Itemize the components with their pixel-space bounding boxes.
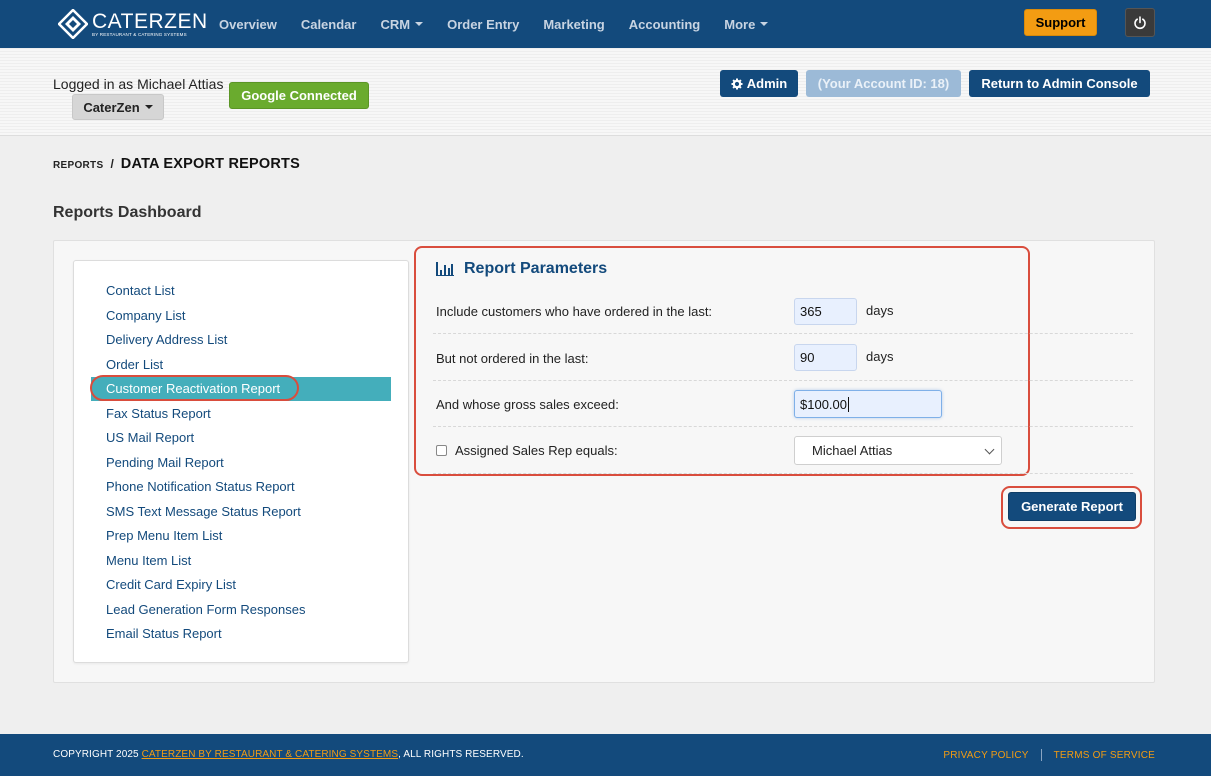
breadcrumb: REPORTS / DATA EXPORT REPORTS	[53, 156, 300, 172]
footer: COPYRIGHT 2025 CATERZEN BY RESTAURANT & …	[0, 734, 1211, 776]
sales-rep-value: Michael Attias	[812, 443, 893, 458]
terms-of-service-link[interactable]: TERMS OF SERVICE	[1053, 749, 1155, 761]
logo-name: CATERZEN	[92, 9, 208, 33]
nav-item-label: Order Entry	[447, 16, 520, 32]
ordered-in-last-unit: days	[866, 303, 894, 318]
caret-down-icon	[760, 22, 769, 26]
nav-item-order-entry[interactable]: Order Entry	[447, 17, 519, 32]
row-divider	[433, 473, 1133, 474]
caterzen-logo[interactable]: CATERZEN BY RESTAURANT & CATERING SYSTEM…	[57, 8, 208, 40]
footer-divider	[1040, 749, 1042, 761]
nav-item-crm[interactable]: CRM	[380, 16, 424, 32]
ordered-in-last-label: Include customers who have ordered in th…	[436, 304, 713, 319]
report-link-order-list[interactable]: Order List	[106, 356, 164, 372]
return-to-admin-console-button[interactable]: Return to Admin Console	[969, 70, 1150, 97]
main-nav: Overview Calendar CRM Order Entry Marketing A…	[207, 0, 780, 48]
not-ordered-unit: days	[866, 349, 894, 364]
bar-chart-icon	[436, 262, 454, 276]
power-icon	[1134, 15, 1146, 29]
breadcrumb-separator: /	[110, 157, 114, 171]
report-link-company-list[interactable]: Company List	[106, 307, 186, 323]
row-divider	[433, 380, 1133, 381]
report-link-phone-notification-status-report[interactable]: Phone Notification Status Report	[106, 479, 295, 494]
gear-icon	[731, 78, 743, 89]
logo-tagline: BY RESTAURANT & CATERING SYSTEMS	[92, 31, 187, 37]
nav-item-marketing[interactable]: Marketing	[543, 17, 604, 32]
logo-mark-icon	[57, 8, 89, 40]
nav-item-overview[interactable]: Overview	[219, 17, 277, 32]
report-parameters-highlight	[414, 246, 1030, 476]
copyright-text: COPYRIGHT 2025 CATERZEN BY RESTAURANT & …	[53, 749, 524, 760]
logged-in-text: Logged in as Michael Attias	[53, 76, 224, 92]
caret-down-icon	[144, 105, 153, 109]
caret-down-icon	[415, 22, 424, 26]
nav-item-label: CRM	[380, 16, 411, 32]
report-link-fax-status-report[interactable]: Fax Status Report	[106, 405, 211, 421]
account-strip: Logged in as Michael Attias CaterZen Goo…	[0, 48, 1211, 136]
not-ordered-label: But not ordered in the last:	[436, 351, 589, 366]
report-link-sms-text-message-status-report[interactable]: SMS Text Message Status Report	[106, 503, 301, 519]
nav-item-more[interactable]: More	[724, 16, 769, 32]
row-divider	[433, 333, 1133, 334]
company-label: CaterZen	[83, 99, 140, 115]
footer-links: PRIVACY POLICY TERMS OF SERVICE	[943, 749, 1155, 761]
nav-item-label: Marketing	[543, 16, 605, 32]
nav-item-accounting[interactable]: Accounting	[629, 17, 701, 32]
report-link-customer-reactivation-report[interactable]: Customer Reactivation Report	[91, 377, 391, 401]
report-link-us-mail-report[interactable]: US Mail Report	[106, 430, 195, 445]
gross-sales-value: $100.00	[800, 396, 847, 412]
generate-report-button[interactable]: Generate Report	[1008, 492, 1136, 521]
copyright-suffix: , ALL RIGHTS RESERVED.	[398, 749, 524, 760]
power-button[interactable]	[1125, 8, 1155, 37]
not-ordered-input[interactable]: 90	[794, 344, 857, 371]
nav-item-label: Overview	[219, 16, 277, 32]
report-parameters-label: Report Parameters	[464, 260, 608, 277]
account-id-badge: (Your Account ID: 18)	[806, 70, 961, 97]
support-button[interactable]: Support	[1024, 9, 1097, 36]
gross-sales-label: And whose gross sales exceed:	[436, 397, 619, 412]
ordered-in-last-input[interactable]: 365	[794, 298, 857, 325]
report-link-menu-item-list[interactable]: Menu Item List	[106, 552, 192, 568]
report-link-contact-list[interactable]: Contact List	[106, 283, 175, 298]
report-link-email-status-report[interactable]: Email Status Report	[106, 626, 222, 641]
report-parameters-title: Report Parameters	[436, 260, 607, 278]
report-link-credit-card-expiry-list[interactable]: Credit Card Expiry List	[106, 577, 237, 592]
chevron-down-icon	[984, 444, 995, 455]
nav-item-label: Accounting	[628, 16, 701, 32]
sales-rep-checkbox[interactable]	[436, 445, 447, 456]
breadcrumb-current: DATA EXPORT REPORTS	[120, 156, 300, 172]
nav-item-label: Calendar	[300, 16, 357, 32]
google-connected-badge[interactable]: Google Connected	[229, 82, 369, 109]
report-link-pending-mail-report[interactable]: Pending Mail Report	[106, 454, 224, 470]
report-list: Contact List Company List Delivery Address…	[73, 260, 409, 663]
copyright-link[interactable]: CATERZEN BY RESTAURANT & CATERING SYSTEM…	[141, 749, 399, 760]
admin-button[interactable]: Admin	[720, 70, 798, 97]
breadcrumb-reports[interactable]: REPORTS	[53, 160, 104, 171]
sales-rep-select[interactable]: Michael Attias	[794, 436, 1002, 465]
nav-item-label: More	[724, 16, 756, 32]
row-divider	[433, 426, 1133, 427]
report-link-prep-menu-item-list[interactable]: Prep Menu Item List	[106, 528, 223, 543]
gross-sales-input[interactable]: $100.00	[794, 390, 942, 418]
nav-item-calendar[interactable]: Calendar	[301, 17, 357, 32]
page-title: Reports Dashboard	[53, 204, 202, 221]
text-cursor	[848, 396, 849, 412]
top-navbar: CATERZEN BY RESTAURANT & CATERING SYSTEM…	[0, 0, 1211, 48]
sales-rep-label: Assigned Sales Rep equals:	[455, 443, 618, 458]
company-dropdown[interactable]: CaterZen	[72, 94, 164, 120]
report-link-delivery-address-list[interactable]: Delivery Address List	[106, 332, 228, 347]
admin-label: Admin	[746, 76, 788, 91]
privacy-policy-link[interactable]: PRIVACY POLICY	[943, 749, 1029, 761]
report-link-lead-generation-form-responses[interactable]: Lead Generation Form Responses	[106, 601, 306, 617]
copyright-prefix: COPYRIGHT 2025	[53, 749, 142, 760]
